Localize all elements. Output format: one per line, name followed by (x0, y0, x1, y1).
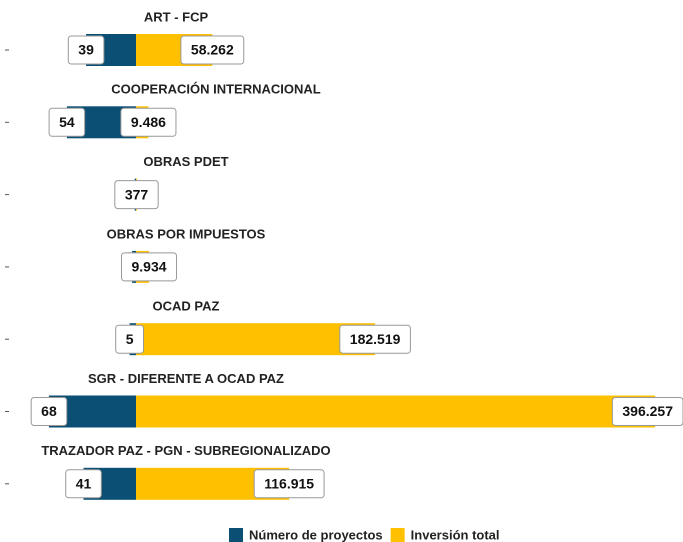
category-label: OBRAS PDET (143, 154, 228, 169)
category-label: COOPERACIÓN INTERNACIONAL (111, 82, 321, 97)
bar (136, 395, 656, 428)
category-label: OBRAS POR IMPUESTOS (107, 226, 266, 241)
label-box (120, 107, 177, 137)
value-label: 116.915 (264, 476, 314, 492)
label-box (180, 35, 245, 65)
value-label: 54 (59, 114, 75, 130)
value-label: 9.934 (131, 259, 166, 275)
label-box (30, 397, 68, 426)
label-box (120, 252, 178, 282)
label-box (114, 180, 159, 210)
value-label: 5 (126, 331, 134, 347)
value-label: 9.486 (131, 114, 166, 130)
label-box (65, 469, 102, 499)
label-box (48, 107, 86, 137)
value-label: 41 (76, 476, 92, 492)
value-label: 68 (41, 403, 57, 419)
bar (136, 323, 376, 356)
legend-swatch (229, 528, 243, 542)
value-label: 182.519 (350, 331, 401, 347)
category-label: SGR - DIFERENTE A OCAD PAZ (88, 371, 284, 386)
value-label: 396.257 (622, 403, 673, 419)
value-label: 58.262 (191, 42, 234, 58)
value-label: 39 (78, 42, 94, 58)
label-box (339, 324, 411, 354)
category-label: OCAD PAZ (153, 299, 220, 314)
category-label: TRAZADOR PAZ - PGN - SUBREGIONALIZADO (41, 443, 330, 458)
label-box (253, 469, 325, 499)
category-label: ART - FCP (144, 9, 209, 24)
label-box (115, 324, 144, 354)
value-label: 377 (125, 186, 149, 202)
label-box (67, 35, 105, 65)
legend-label: Inversión total (411, 527, 500, 542)
legend-label: Número de proyectos (249, 527, 383, 542)
label-box (611, 397, 683, 426)
legend-swatch (390, 528, 405, 542)
